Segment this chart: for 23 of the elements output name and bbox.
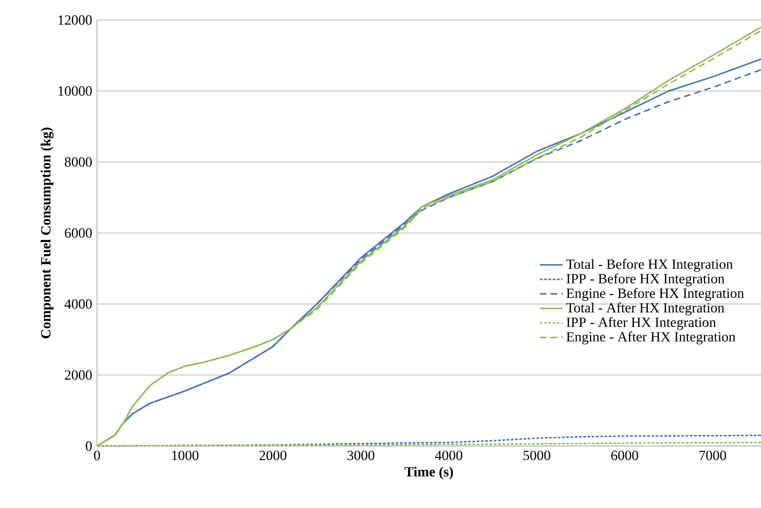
x-tick-label: 5000 — [524, 450, 550, 460]
legend-label: Engine - Before HX Integration — [566, 288, 744, 301]
y-tick-label: 4000 — [64, 299, 92, 309]
x-tick-label: 3000 — [348, 450, 374, 460]
y-tick-label: 0 — [86, 441, 92, 451]
x-axis-title: Time (s) — [404, 466, 453, 480]
x-tick-label: 4000 — [435, 450, 462, 460]
legend-label: IPP - Before HX Integration — [566, 273, 724, 286]
y-tick-label: 2000 — [64, 370, 92, 380]
legend-label: Engine - After HX Integration — [566, 332, 736, 344]
y-axis-title: Component Fuel Consumption (kg) — [40, 128, 54, 338]
y-tick-label: 10000 — [58, 86, 92, 96]
y-tick-label: 6000 — [64, 228, 92, 238]
x-tick-label: 1000 — [172, 450, 198, 460]
x-tick-label: 7000 — [700, 450, 726, 460]
y-tick-label: 8000 — [64, 157, 92, 167]
x-tick-label: 2000 — [260, 450, 286, 460]
y-tick-label: 12000 — [58, 15, 92, 25]
legend-label: Total - Before HX Integration — [566, 258, 733, 272]
x-tick-label: 0 — [94, 450, 100, 460]
legend-label: IPP - After HX Integration — [566, 317, 716, 330]
legend-label: Total - After HX Integration — [566, 302, 724, 316]
x-tick-label: 6000 — [611, 450, 638, 460]
